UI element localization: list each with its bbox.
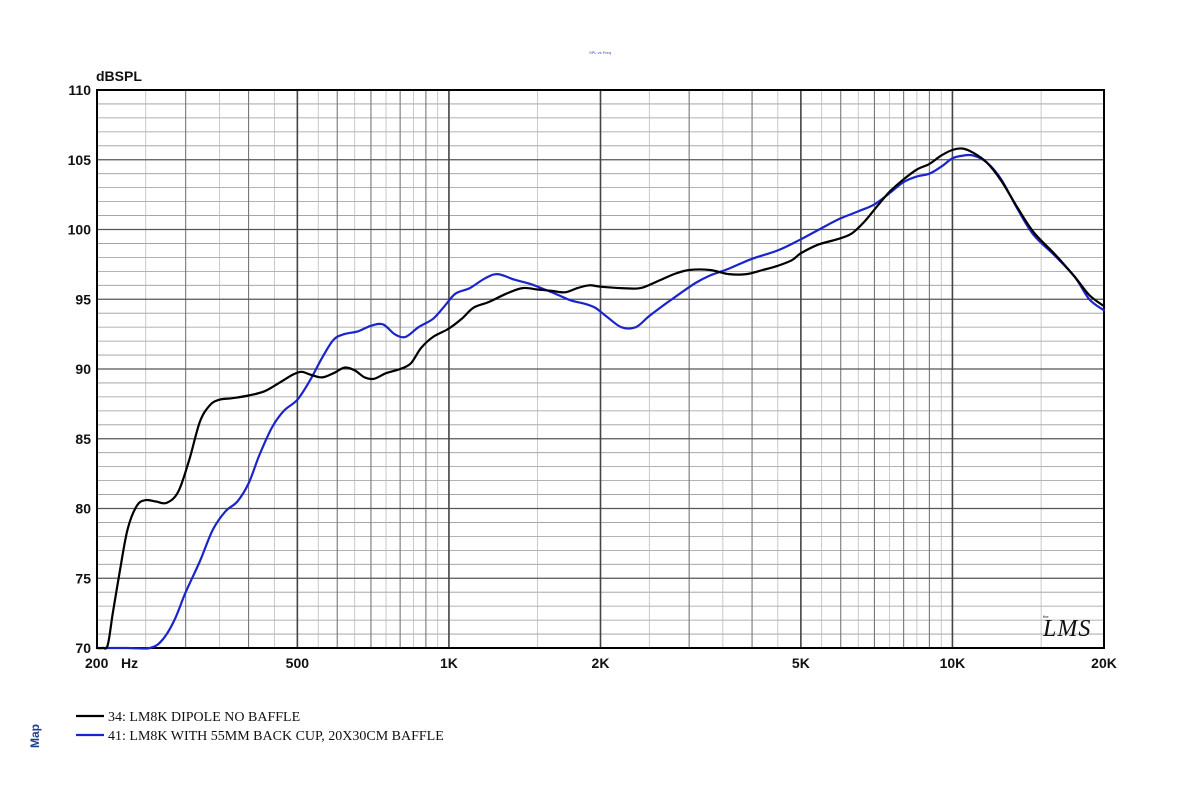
y-tick-label: 105 (68, 152, 92, 168)
x-tick-labels: 200 500 1K 2K 5K 10K 20K (85, 655, 1117, 671)
y-tick-label: 70 (75, 640, 91, 656)
y-tick-label: 95 (75, 291, 91, 307)
x-tick-label: 2K (592, 655, 610, 671)
series-line-2 (95, 153, 1106, 650)
x-tick-label: 1K (440, 655, 458, 671)
chart-title: SPL vs Freq (589, 50, 611, 55)
legend-label: 34: LM8K DIPOLE NO BAFFLE (108, 710, 300, 725)
plot-frame (96, 89, 1105, 649)
x-axis-unit-label: Hz (121, 655, 138, 671)
y-tick-label: 85 (75, 431, 91, 447)
y-tick-label: 75 (75, 570, 91, 586)
y-tick-label: 110 (68, 82, 91, 98)
x-tick-label: 20K (1091, 655, 1117, 671)
side-label: Map (28, 724, 42, 748)
y-tick-label: 100 (68, 222, 92, 238)
logo-text: LMS (1042, 616, 1091, 642)
y-axis-label: dBSPL (96, 68, 142, 84)
legend-label: 41: LM8K WITH 55MM BACK CUP, 20X30CM BAF… (108, 729, 444, 744)
legend: 34: LM8K DIPOLE NO BAFFLE 41: LM8K WITH 5… (76, 710, 444, 744)
logo-small-text: the (1043, 614, 1049, 619)
series-layer (95, 147, 1106, 650)
x-tick-label: 5K (792, 655, 810, 671)
lms-logo: the LMS (1042, 614, 1091, 642)
y-tick-labels: 110 105 100 95 90 85 80 75 70 (68, 82, 92, 656)
x-tick-label: 500 (286, 655, 310, 671)
y-tick-label: 80 (75, 501, 91, 517)
y-tick-label: 90 (75, 361, 91, 377)
x-tick-label: 10K (940, 655, 966, 671)
x-tick-label: 200 (85, 655, 109, 671)
series-line-1 (95, 147, 1106, 650)
